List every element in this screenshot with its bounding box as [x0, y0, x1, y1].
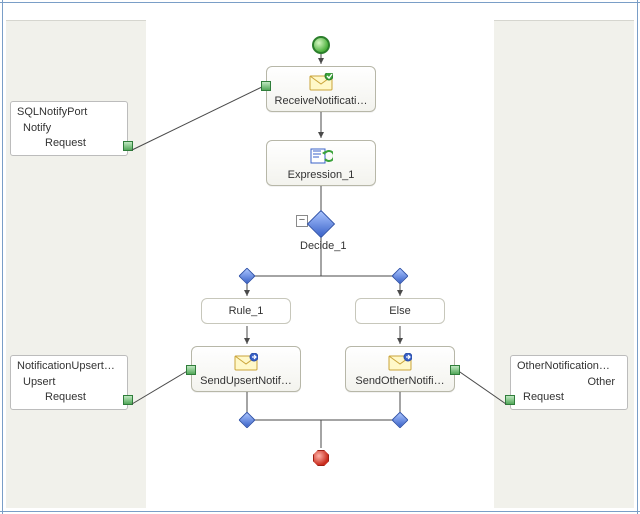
expression-shape[interactable]: Expression_1	[266, 140, 376, 186]
message-send-icon	[388, 353, 412, 371]
node-label: SendOtherNotifi…	[352, 375, 448, 387]
frame-right	[637, 0, 638, 514]
message-receive-icon	[309, 73, 333, 91]
expression-icon	[309, 147, 333, 165]
port-surface-right: OtherNotification… Other Request	[494, 20, 634, 508]
port-othernotification[interactable]: OtherNotification… Other Request	[510, 355, 628, 410]
decision-shape[interactable]	[307, 210, 335, 238]
connector-dot[interactable]	[186, 365, 196, 375]
connector-dot[interactable]	[450, 365, 460, 375]
node-label: Expression_1	[273, 169, 369, 181]
branch-diamond	[392, 412, 409, 429]
port-operation: Notify	[23, 122, 121, 134]
frame-top	[0, 2, 640, 3]
message-send-icon	[234, 353, 258, 371]
else-shape[interactable]: Else	[355, 298, 445, 324]
port-title: OtherNotification…	[517, 360, 621, 372]
node-label: ReceiveNotificati…	[273, 95, 369, 107]
branch-diamond	[239, 268, 256, 285]
port-surface-left: SQLNotifyPort Notify Request Notificatio…	[6, 20, 146, 508]
connector-dot[interactable]	[261, 81, 271, 91]
connector-dot[interactable]	[505, 395, 515, 405]
send-upsert-shape[interactable]: SendUpsertNotif…	[191, 346, 301, 392]
branch-diamond	[392, 268, 409, 285]
branch-diamond	[239, 412, 256, 429]
node-label: SendUpsertNotif…	[198, 375, 294, 387]
rule-shape[interactable]: Rule_1	[201, 298, 291, 324]
port-title: SQLNotifyPort	[17, 106, 121, 118]
node-label: Else	[389, 305, 410, 317]
connector-dot[interactable]	[123, 141, 133, 151]
port-operation: Upsert	[23, 376, 121, 388]
node-label: Rule_1	[229, 305, 264, 317]
frame-bottom	[0, 511, 640, 512]
send-other-shape[interactable]: SendOtherNotifi…	[345, 346, 455, 392]
port-request: Request	[523, 391, 621, 403]
collapse-decision-button[interactable]: −	[296, 215, 308, 227]
port-request: Request	[45, 137, 121, 149]
port-request: Request	[45, 391, 121, 403]
frame-left	[2, 0, 3, 514]
port-operation: Other	[517, 376, 615, 388]
decision-label: Decide_1	[300, 240, 346, 252]
receive-shape[interactable]: ReceiveNotificati…	[266, 66, 376, 112]
port-notificationupsert[interactable]: NotificationUpsert… Upsert Request	[10, 355, 128, 410]
start-icon[interactable]	[312, 36, 330, 54]
end-icon[interactable]	[313, 450, 329, 466]
port-sqlnotify[interactable]: SQLNotifyPort Notify Request	[10, 101, 128, 156]
connector-dot[interactable]	[123, 395, 133, 405]
minus-icon: −	[299, 214, 305, 226]
port-title: NotificationUpsert…	[17, 360, 121, 372]
